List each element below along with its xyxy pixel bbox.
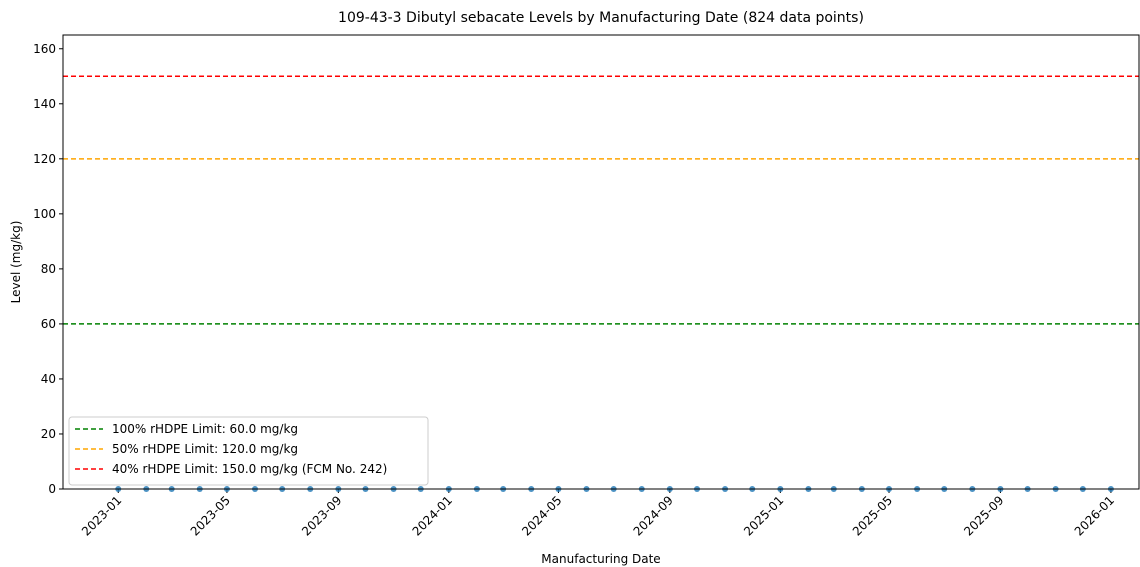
y-axis-label: Level (mg/kg) (9, 221, 23, 304)
x-tick-label: 2024-01 (410, 493, 455, 538)
y-tick-label: 160 (33, 42, 56, 56)
y-tick-label: 100 (33, 207, 56, 221)
y-tick-label: 60 (41, 317, 56, 331)
legend-label: 100% rHDPE Limit: 60.0 mg/kg (112, 422, 298, 436)
x-tick-label: 2025-01 (741, 493, 786, 538)
chart-title: 109-43-3 Dibutyl sebacate Levels by Manu… (338, 10, 864, 26)
plot-frame (62, 34, 1140, 490)
x-tick-label: 2026-01 (1072, 493, 1117, 538)
legend-label: 50% rHDPE Limit: 120.0 mg/kg (112, 442, 298, 456)
legend-box (68, 416, 429, 486)
y-tick-label: 0 (48, 482, 56, 496)
y-tick-label: 140 (33, 97, 56, 111)
x-tick-label: 2023-05 (188, 493, 233, 538)
y-tick-label: 20 (41, 427, 56, 441)
y-tick-label: 40 (41, 372, 56, 386)
x-tick-label: 2024-09 (631, 493, 676, 538)
x-tick-label: 2023-09 (299, 493, 344, 538)
x-axis-label: Manufacturing Date (541, 552, 660, 566)
x-tick-label: 2025-09 (961, 493, 1006, 538)
x-tick-label: 2024-05 (519, 493, 564, 538)
y-tick-label: 120 (33, 152, 56, 166)
y-tick-label: 80 (41, 262, 56, 276)
x-tick-label: 2025-05 (850, 493, 895, 538)
x-tick-label: 2023-01 (79, 493, 124, 538)
legend-label: 40% rHDPE Limit: 150.0 mg/kg (FCM No. 24… (112, 462, 387, 476)
